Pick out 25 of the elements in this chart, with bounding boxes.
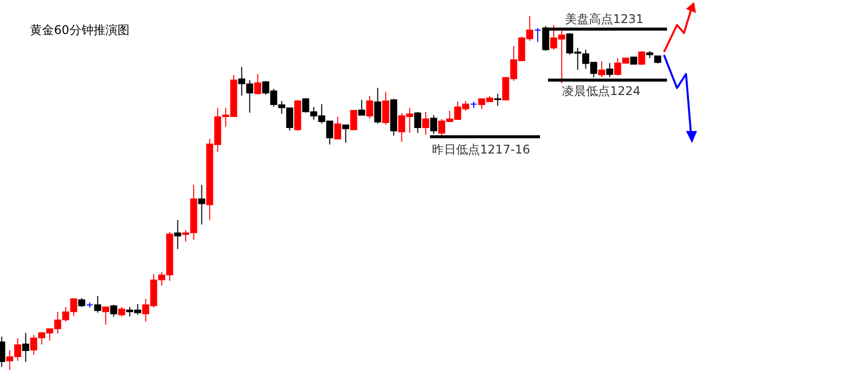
candlestick bbox=[198, 184, 206, 226]
candlestick bbox=[342, 124, 350, 144]
candlestick bbox=[174, 219, 182, 250]
candlestick bbox=[110, 304, 118, 318]
candlestick bbox=[102, 306, 110, 326]
candlestick bbox=[118, 306, 126, 318]
candlestick bbox=[334, 116, 342, 140]
ref-line-label: 昨日低点1217-16 bbox=[432, 142, 530, 157]
candlestick bbox=[94, 296, 102, 314]
candlestick bbox=[638, 50, 646, 66]
candlestick bbox=[422, 111, 430, 136]
candlestick bbox=[374, 87, 382, 124]
candlestick bbox=[598, 60, 606, 78]
candlestick bbox=[366, 96, 374, 120]
candlestick bbox=[254, 74, 262, 96]
candlestick bbox=[350, 110, 358, 130]
text: 黄金60分钟推演图 bbox=[30, 22, 130, 39]
candlestick bbox=[358, 99, 366, 116]
ref-line-label: 美盘高点1231 bbox=[565, 12, 644, 26]
candlestick bbox=[382, 92, 390, 126]
candlestick bbox=[494, 93, 502, 106]
candlestick bbox=[534, 28, 542, 42]
candlestick bbox=[414, 111, 422, 134]
candlestick bbox=[22, 332, 30, 362]
ref-line-label: 凌晨低点1224 bbox=[562, 84, 641, 98]
